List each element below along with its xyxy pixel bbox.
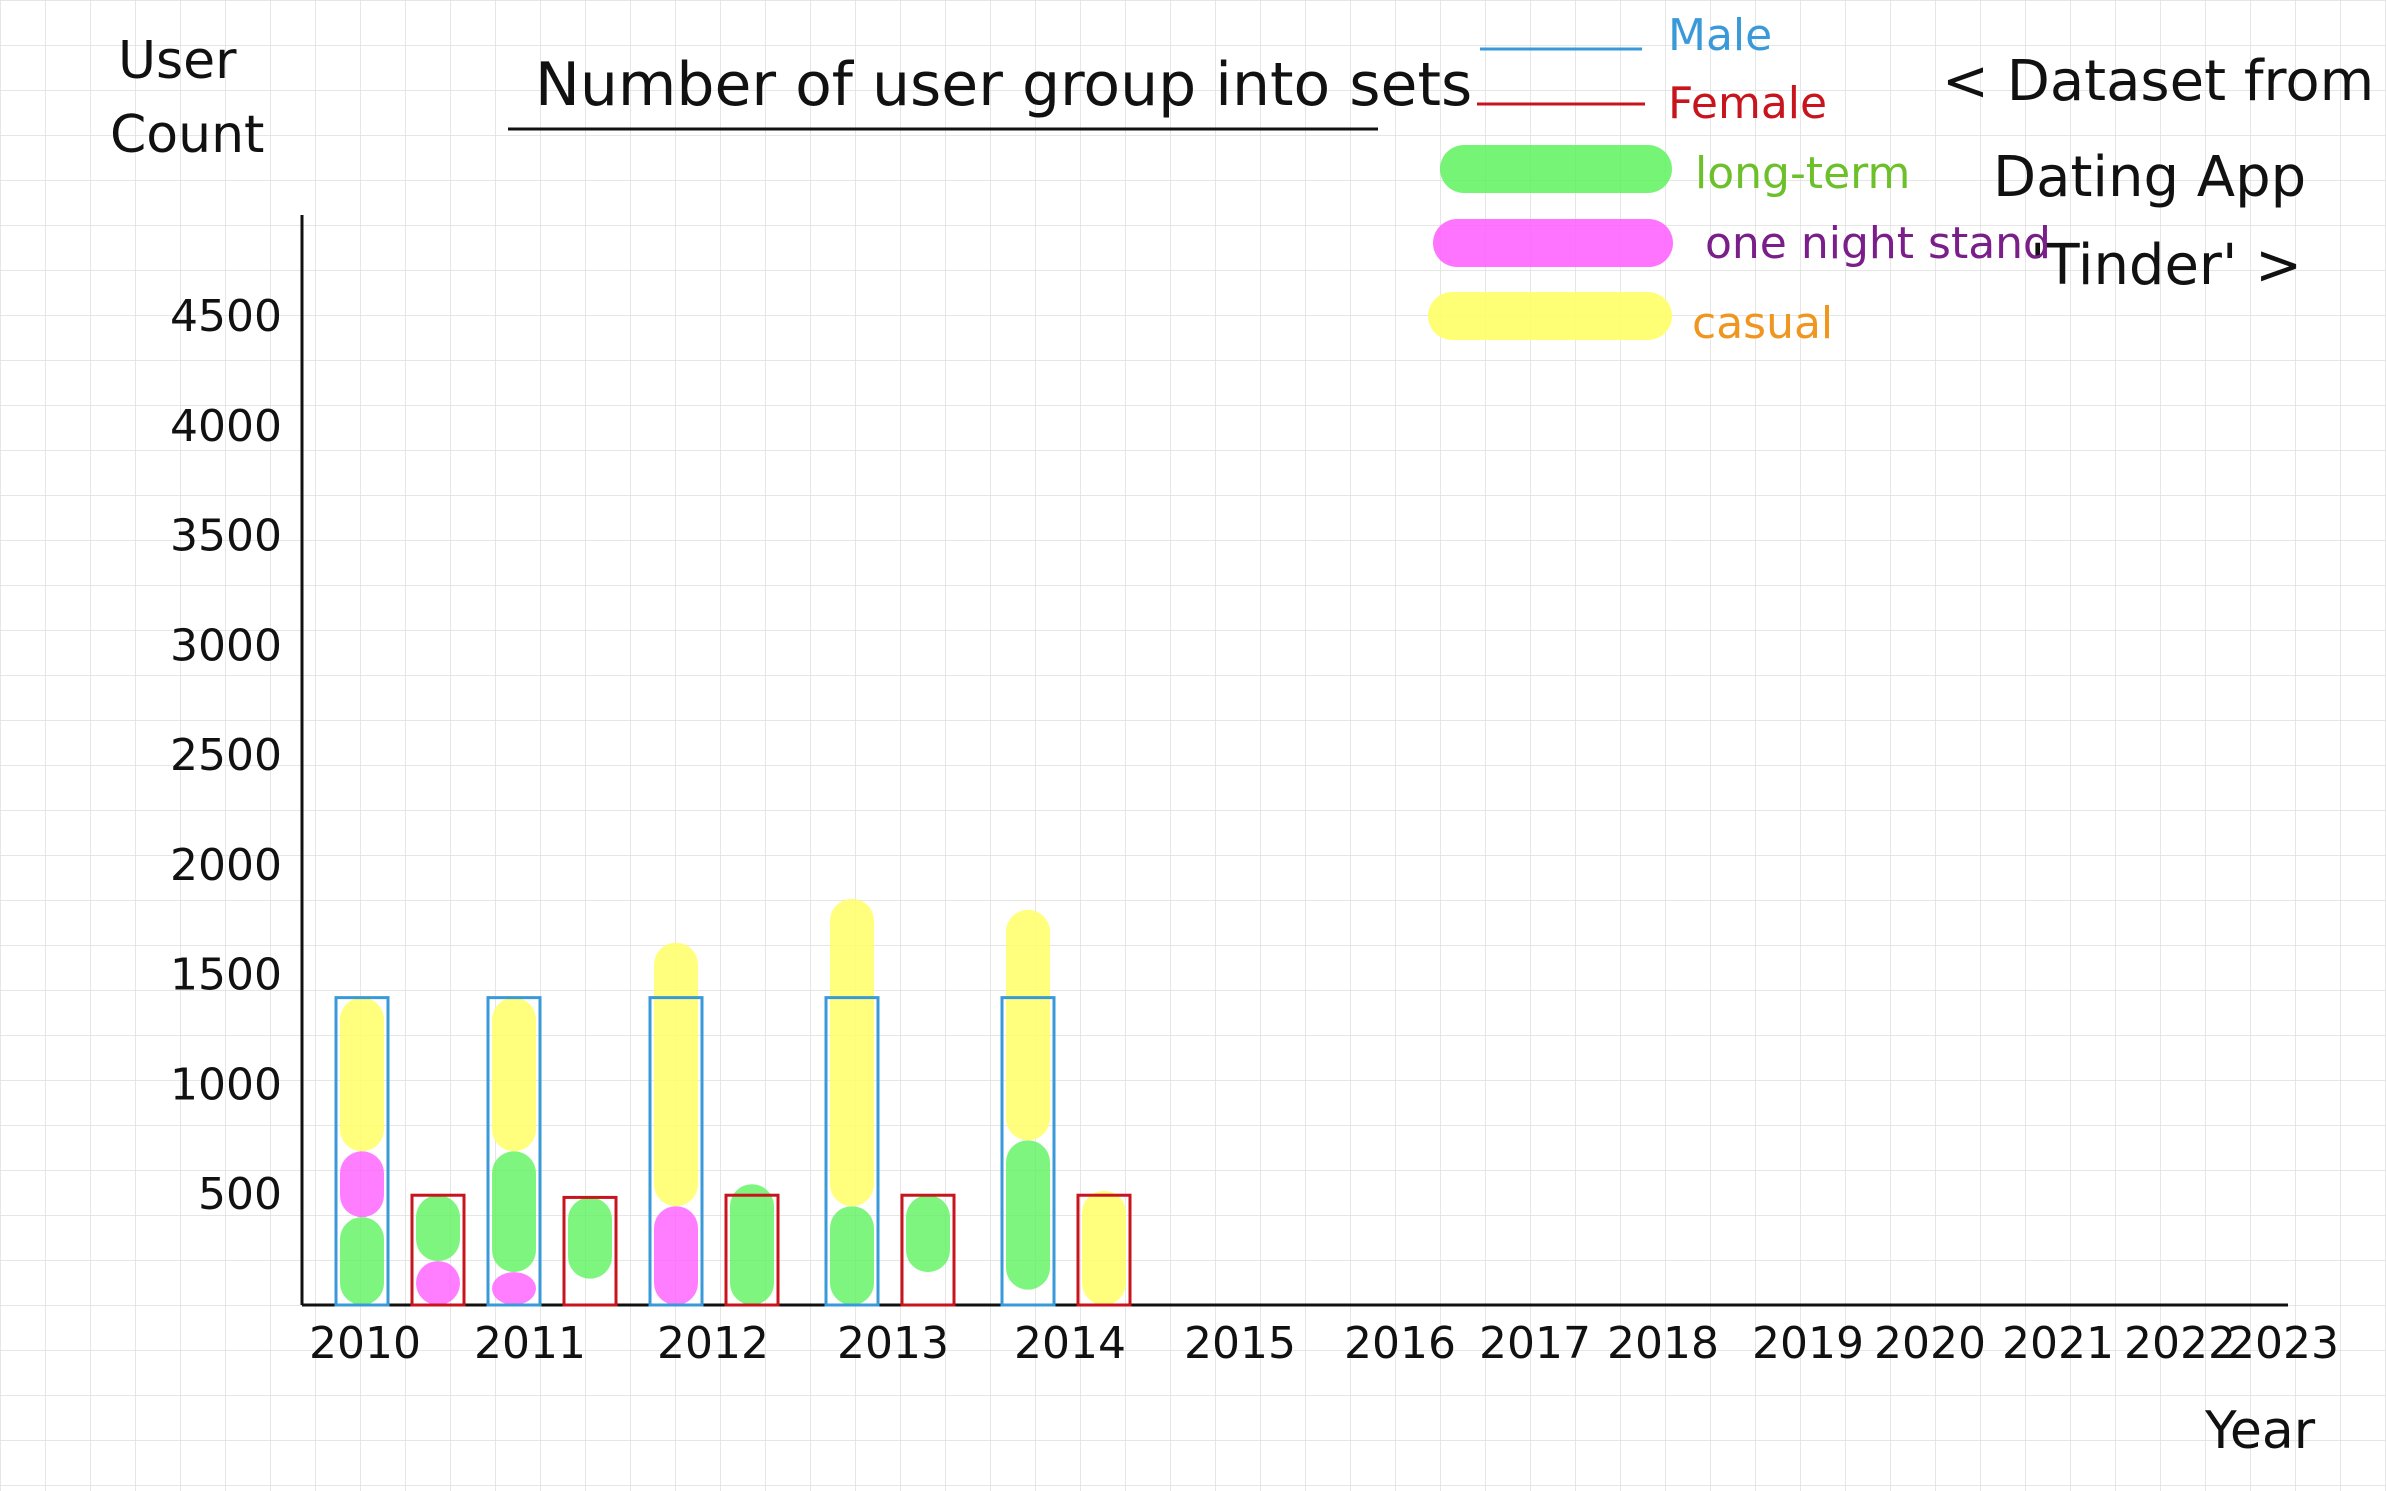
segment-2011-female-long-term [568, 1197, 612, 1279]
outline-2013-male [824, 996, 880, 1307]
x-tick-2019: 2019 [1752, 1318, 1864, 1369]
legend-label-female: Female [1668, 78, 1827, 129]
y-tick-4500: 4500 [170, 291, 282, 342]
segment-2011-male-one-night-stand [492, 1272, 536, 1305]
y-tick-4000: 4000 [170, 401, 282, 452]
x-tick-2010: 2010 [309, 1318, 421, 1369]
segment-2010-male-one-night-stand [340, 1151, 384, 1218]
bar-2011-male [486, 996, 542, 1307]
y-tick-1000: 1000 [170, 1059, 282, 1110]
x-tick-2022: 2022 [2124, 1318, 2236, 1369]
x-ticks: 2010 2011 2012 2013 2014 2015 2016 2017 2018 2019… [309, 1318, 2339, 1369]
y-axis-label-line-1: User [118, 31, 237, 91]
segment-2010-male-long-term [340, 1217, 384, 1305]
x-tick-2018: 2018 [1607, 1318, 1719, 1369]
legend-label-one-night-stand: one night stand [1705, 218, 2051, 269]
bar-2010-female [410, 1193, 466, 1307]
segment-2012-male-casual [654, 942, 698, 1207]
x-tick-2013: 2013 [837, 1318, 949, 1369]
legend-swatch-one-night-stand [1433, 219, 1673, 267]
outline-2010-male [334, 996, 390, 1307]
y-tick-3500: 3500 [170, 511, 282, 562]
y-axis-label-line-2: Count [110, 105, 264, 165]
bar-2013-male [824, 898, 880, 1307]
segment-2010-male-casual [340, 997, 384, 1152]
legend-label-casual: casual [1692, 298, 1833, 349]
bar-2012-female [724, 1184, 780, 1307]
legend-label-long-term: long-term [1695, 148, 1910, 199]
segment-2014-male-casual [1006, 909, 1050, 1141]
segment-2013-female-long-term [906, 1195, 950, 1273]
y-tick-500: 500 [198, 1169, 282, 1220]
outline-2012-female [724, 1193, 780, 1307]
legend-swatch-casual [1428, 292, 1672, 340]
outline-2011-female [562, 1195, 618, 1307]
bars [334, 898, 1132, 1307]
x-tick-2017: 2017 [1479, 1318, 1591, 1369]
y-ticks: 500 1000 1500 2000 2500 3000 3500 4000 4500 [170, 291, 282, 1220]
segment-2013-male-casual [830, 898, 874, 1207]
chart-title: Number of user group into sets [535, 50, 1472, 120]
segment-2012-male-one-night-stand [654, 1206, 698, 1305]
x-tick-2015: 2015 [1184, 1318, 1296, 1369]
segment-2014-male-long-term [1006, 1140, 1050, 1290]
outline-2010-female [410, 1193, 466, 1307]
bar-2012-male [648, 942, 704, 1307]
segment-2013-male-long-term [830, 1206, 874, 1305]
x-axis-label: Year [2204, 1401, 2316, 1461]
y-tick-2000: 2000 [170, 840, 282, 891]
outline-2011-male [486, 996, 542, 1307]
y-tick-1500: 1500 [170, 950, 282, 1001]
segment-2014-female-casual [1082, 1190, 1126, 1305]
dataset-note-line-3: 'Tinder' > [2030, 233, 2302, 298]
segment-2011-male-casual [492, 997, 536, 1152]
legend-swatch-long-term [1440, 145, 1672, 193]
x-tick-2014: 2014 [1014, 1318, 1126, 1369]
x-tick-2020: 2020 [1874, 1318, 1986, 1369]
legend: Male Female long-term one night stand ca… [1428, 10, 2051, 349]
dataset-note-line-1: < Dataset from [1942, 49, 2374, 114]
y-tick-3000: 3000 [170, 620, 282, 671]
segment-2011-male-long-term [492, 1151, 536, 1273]
bar-2010-male [334, 996, 390, 1307]
outline-2012-male [648, 996, 704, 1307]
bar-2013-female [900, 1193, 956, 1307]
y-tick-2500: 2500 [170, 730, 282, 781]
segment-2012-female-long-term [730, 1184, 774, 1305]
segment-2010-female-long-term [416, 1195, 460, 1262]
outline-2013-female [900, 1193, 956, 1307]
legend-label-male: Male [1668, 10, 1772, 61]
x-tick-2012: 2012 [657, 1318, 769, 1369]
x-tick-2021: 2021 [2002, 1318, 2114, 1369]
dataset-note-line-2: Dating App [1993, 145, 2306, 210]
bar-2014-female [1076, 1190, 1132, 1307]
outline-2014-male [1000, 996, 1056, 1307]
outline-2014-female [1076, 1193, 1132, 1307]
segment-2010-female-one-night-stand [416, 1261, 460, 1305]
x-tick-2016: 2016 [1344, 1318, 1456, 1369]
x-tick-2023: 2023 [2227, 1318, 2339, 1369]
bar-2011-female [562, 1195, 618, 1307]
x-tick-2011: 2011 [474, 1318, 586, 1369]
bar-2014-male [1000, 909, 1056, 1307]
